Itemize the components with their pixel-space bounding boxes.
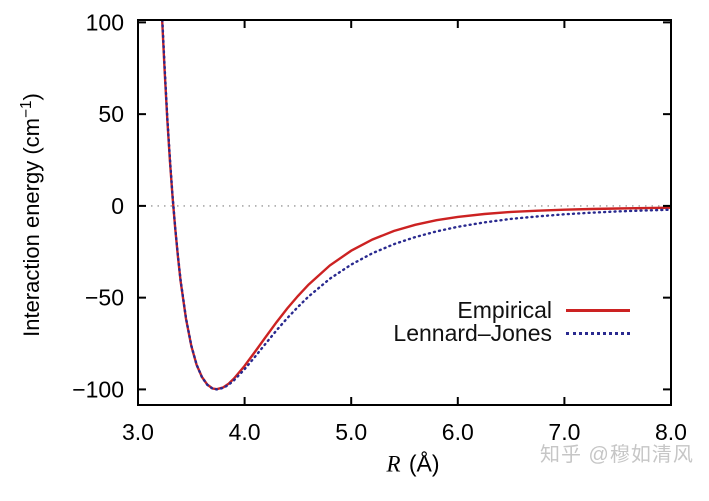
y-axis-title-superscript: −1 bbox=[17, 100, 35, 119]
legend-item-empirical: Empirical bbox=[330, 297, 630, 323]
y-tick-label: 50 bbox=[98, 101, 124, 127]
watermark: 知乎 @穆如清风 bbox=[540, 444, 694, 466]
y-axis-title-close-paren: ) bbox=[19, 93, 44, 101]
y-axis-title-text: Interaction energy (cm bbox=[19, 118, 44, 337]
lennard-jones-line-sample bbox=[566, 332, 630, 335]
x-axis-unit: (Å) bbox=[402, 450, 440, 477]
x-tick-label: 7.0 bbox=[548, 419, 580, 445]
x-axis-title: R (Å) bbox=[386, 451, 439, 478]
legend-item-lennard-jones: Lennard–Jones bbox=[330, 320, 630, 346]
x-tick-label: 5.0 bbox=[335, 419, 367, 445]
y-tick-label: 0 bbox=[111, 193, 124, 219]
x-tick-label: 4.0 bbox=[229, 419, 261, 445]
x-tick-label: 6.0 bbox=[442, 419, 474, 445]
legend-label-empirical: Empirical bbox=[457, 297, 552, 323]
y-axis-title: Interaction energy (cm−1) bbox=[17, 93, 45, 337]
legend-label-lennard-jones: Lennard–Jones bbox=[393, 320, 552, 346]
x-tick-label: 8.0 bbox=[655, 419, 687, 445]
y-tick-label: −100 bbox=[72, 376, 124, 402]
x-tick-label: 3.0 bbox=[122, 419, 154, 445]
lennard-jones-curve bbox=[161, 20, 671, 391]
x-axis-symbol: R bbox=[386, 451, 401, 477]
y-tick-label: −50 bbox=[85, 285, 124, 311]
legend: Empirical Lennard–Jones bbox=[330, 297, 630, 346]
y-tick-label: 100 bbox=[86, 9, 124, 35]
empirical-line-sample bbox=[566, 309, 630, 312]
plot-frame bbox=[137, 19, 672, 406]
